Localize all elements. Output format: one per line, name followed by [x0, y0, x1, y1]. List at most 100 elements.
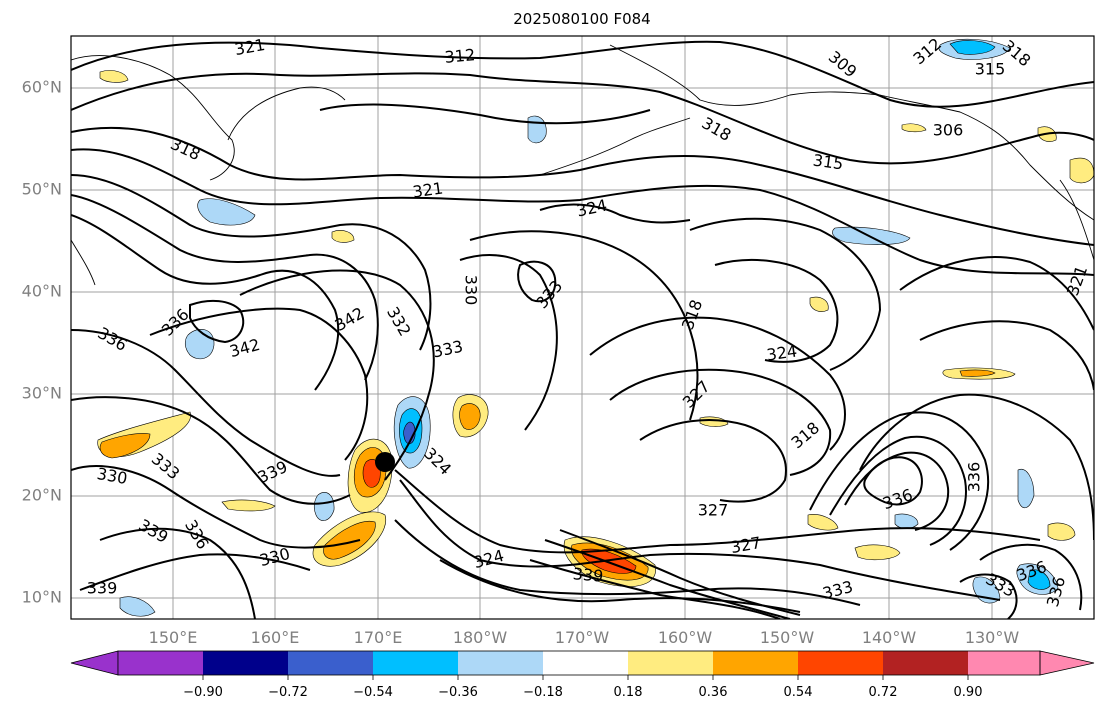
shade-positive	[99, 70, 129, 83]
lat-tick-labels: 60°N 50°N 40°N 30°N 20°N 10°N	[22, 78, 62, 607]
contour-line	[863, 456, 923, 506]
contour-label: 324	[765, 341, 798, 364]
colorbar-frame	[117, 650, 1041, 676]
colorbar-bin	[543, 651, 628, 675]
shade-positive	[1047, 522, 1076, 541]
contour-line	[439, 559, 801, 613]
contour-line	[71, 40, 1094, 108]
shade-positive	[323, 520, 376, 560]
colorbar-tick-labels: −0.90 −0.72 −0.54 −0.36 −0.18 0.18 0.36 …	[183, 685, 982, 700]
contour-line	[829, 435, 967, 546]
contour-line	[559, 529, 801, 616]
shade-positive	[901, 123, 927, 133]
lon-tick-labels: 150°E 160°E 170°E 180°W 170°W 160°W 150°…	[149, 628, 1020, 647]
contour-line	[517, 260, 557, 303]
shade-negative	[894, 513, 919, 529]
colorbar-bin	[203, 651, 288, 675]
lon-tick-label: 170°W	[555, 628, 610, 647]
shade-positive	[221, 499, 276, 512]
storm-center-marker	[375, 452, 395, 472]
contour-line	[544, 539, 791, 619]
map-panel: 321 312 309 312 318 315 318 318 315 306 …	[70, 35, 1095, 620]
lat-tick-label: 20°N	[22, 486, 62, 505]
shade-negative	[197, 198, 256, 226]
colorbar-bin	[628, 651, 713, 675]
contour-line	[529, 559, 781, 619]
contour-line	[979, 543, 1083, 611]
shade-positive	[854, 544, 901, 561]
contour-line	[919, 320, 1094, 391]
shade-positive	[809, 296, 829, 312]
lat-tick-label: 30°N	[22, 384, 62, 403]
shade-negative	[313, 491, 335, 521]
contour-line	[714, 259, 839, 363]
contour-line	[459, 254, 558, 431]
shade-positive	[959, 369, 996, 377]
coastline-japan	[71, 239, 96, 286]
coastline-siberia	[227, 86, 346, 141]
shade-negative	[184, 328, 215, 360]
colorbar: −0.90 −0.72 −0.54 −0.36 −0.18 0.18 0.36 …	[70, 650, 1095, 700]
contour-line	[71, 329, 341, 477]
contour-label: 315	[975, 60, 1006, 79]
colorbar-bin	[883, 651, 968, 675]
lon-tick-label: 180°W	[453, 628, 508, 647]
colorbar-tick-label: 0.36	[699, 685, 728, 700]
contour-line	[71, 194, 379, 381]
contour-label: 312	[444, 45, 476, 67]
lon-tick-label: 170°E	[354, 628, 403, 647]
coastline-kamchatka	[71, 55, 235, 181]
contour-line	[469, 230, 699, 421]
colorbar-tick-label: 0.54	[784, 685, 813, 700]
contour-label: 321	[411, 178, 444, 201]
shade-negative	[1017, 468, 1035, 508]
map-frame	[70, 35, 1095, 620]
contour-label: 306	[933, 121, 964, 140]
contour-label: 321	[233, 35, 266, 59]
shading-layer	[97, 38, 1094, 617]
contour-line	[239, 269, 435, 481]
contour-line	[809, 411, 990, 551]
colorbar-bin	[713, 651, 798, 675]
contour-line	[71, 72, 1094, 165]
contour-line	[589, 316, 846, 451]
colorbar-extend-high	[1039, 650, 1095, 676]
colorbar-tick-label: 0.90	[954, 685, 983, 700]
contour-line	[319, 103, 651, 125]
colorbar-tick-label: −0.54	[353, 685, 393, 700]
colorbar-ticks	[202, 675, 969, 680]
contour-lines	[71, 40, 1094, 619]
contour-line	[79, 553, 311, 591]
contour-line	[609, 368, 832, 476]
contour-line	[689, 217, 882, 371]
contour-label: 339	[87, 579, 118, 598]
colorbar-bin	[288, 651, 373, 675]
contour-line	[189, 299, 245, 344]
lat-tick-label: 60°N	[22, 78, 62, 97]
contour-label: 327	[698, 501, 729, 520]
contour-label: 315	[812, 150, 845, 173]
contour-line	[71, 148, 1094, 276]
colorbar-tick-label: −0.18	[523, 685, 563, 700]
colorbar-tick-label: −0.72	[268, 685, 308, 700]
colorbar-tick-label: 0.72	[869, 685, 898, 700]
contour-line	[149, 307, 369, 461]
contour-line	[399, 479, 1001, 601]
contour-line	[99, 527, 256, 619]
lon-tick-label: 130°W	[965, 628, 1020, 647]
contour-line	[539, 203, 691, 224]
contour-line	[71, 126, 1094, 246]
lon-tick-label: 140°W	[862, 628, 917, 647]
figure-title: 2025080100 F084	[513, 10, 650, 28]
contour-line	[859, 393, 1094, 541]
contour-line	[71, 396, 351, 505]
colorbar-extend-low	[70, 650, 119, 676]
lat-tick-label: 40°N	[22, 282, 62, 301]
gridlines	[71, 36, 1094, 619]
lat-tick-label: 50°N	[22, 180, 62, 199]
contour-line	[71, 174, 432, 351]
contour-line	[959, 573, 1018, 619]
coastline-canada	[1059, 179, 1094, 261]
shade-negative	[1027, 569, 1051, 590]
